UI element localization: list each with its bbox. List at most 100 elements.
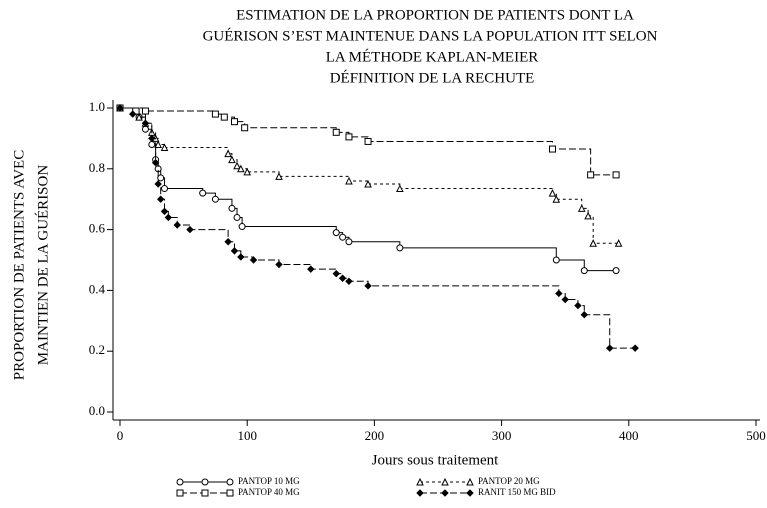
data-point	[233, 213, 241, 221]
data-point	[157, 174, 165, 182]
legend-label: RANIT 150 MG BID	[478, 487, 556, 497]
data-point	[338, 274, 347, 282]
x-tick-label: 400	[619, 428, 639, 443]
km-curve	[120, 107, 617, 272]
y-tick-label: 1.0	[89, 99, 105, 114]
data-point	[151, 159, 160, 167]
x-tick-label: 0	[117, 428, 124, 443]
data-point	[211, 195, 219, 203]
data-point	[332, 128, 340, 136]
y-axis-label: PROPORTION DE PATIENTS AVEC	[11, 150, 27, 380]
y-axis-label: MAINTIEN DE LA GUÉRISON	[34, 165, 51, 366]
data-point	[339, 233, 347, 241]
legend-marker	[416, 489, 424, 497]
data-point	[224, 238, 232, 246]
km-curve	[120, 107, 617, 176]
data-point	[161, 185, 169, 193]
data-point	[220, 113, 228, 121]
data-point	[230, 118, 238, 126]
data-point	[148, 140, 156, 148]
data-point	[160, 143, 169, 152]
chart-title: ESTIMATION DE LA PROPORTION DE PATIENTS …	[236, 7, 634, 23]
data-point	[238, 223, 246, 231]
data-point	[345, 133, 353, 141]
data-point	[555, 289, 563, 298]
y-tick-label: 0.8	[89, 160, 105, 175]
data-point	[237, 253, 245, 261]
data-point	[631, 344, 639, 352]
data-point	[275, 172, 283, 180]
legend-marker	[226, 489, 234, 497]
legend-marker	[201, 489, 209, 497]
legend-marker	[416, 477, 424, 486]
data-point	[237, 164, 245, 173]
data-point	[249, 256, 258, 264]
legend-marker	[201, 478, 209, 486]
data-point	[199, 189, 207, 197]
data-point	[396, 184, 404, 193]
data-point	[160, 207, 169, 216]
data-point	[135, 113, 143, 121]
data-point	[612, 171, 620, 179]
data-point	[141, 107, 149, 115]
data-point	[364, 282, 372, 290]
data-point	[364, 137, 372, 145]
data-point	[241, 124, 249, 132]
legend-label: PANTOP 10 MG	[238, 476, 300, 486]
data-point	[552, 195, 561, 203]
data-point	[154, 180, 162, 188]
data-point	[614, 239, 623, 247]
data-point	[396, 244, 404, 252]
data-point	[164, 213, 173, 222]
data-point	[211, 110, 219, 118]
data-point	[548, 189, 557, 197]
data-point	[345, 277, 353, 285]
chart-title: LA MÉTHODE KAPLAN-MEIER	[326, 48, 538, 65]
data-point	[345, 176, 353, 185]
legend-marker	[466, 489, 474, 497]
legend-marker	[441, 477, 449, 486]
data-point	[548, 145, 556, 153]
x-axis-label: Jours sous traitement	[372, 452, 499, 468]
legend-label: PANTOP 40 MG	[238, 487, 300, 497]
data-point	[606, 344, 614, 352]
data-point	[141, 125, 149, 133]
km-curve	[120, 107, 619, 244]
x-tick-label: 100	[237, 428, 257, 443]
data-point	[332, 269, 340, 278]
chart-title: DÉFINITION DE LA RECHUTE	[330, 69, 535, 86]
data-point	[186, 225, 194, 234]
data-point	[228, 204, 236, 212]
legend-marker	[176, 489, 184, 497]
legend-marker	[466, 477, 474, 486]
data-point	[154, 140, 162, 148]
data-point	[561, 295, 569, 304]
data-point	[141, 119, 150, 127]
y-tick-label: 0.0	[89, 403, 105, 418]
data-point	[577, 204, 586, 212]
legend-marker	[226, 478, 234, 486]
data-point	[574, 301, 582, 310]
legend-marker	[176, 478, 184, 486]
y-tick-label: 0.6	[89, 221, 106, 236]
data-point	[580, 311, 588, 319]
data-point	[228, 155, 236, 164]
y-tick-label: 0.4	[89, 281, 106, 296]
data-point	[552, 256, 560, 264]
legend-label: PANTOP 20 MG	[478, 476, 540, 486]
legend-marker	[441, 489, 449, 497]
x-tick-label: 500	[746, 428, 766, 443]
data-point	[230, 247, 239, 255]
data-point	[243, 167, 252, 176]
data-point	[584, 211, 592, 220]
x-tick-label: 300	[492, 428, 512, 443]
y-tick-label: 0.2	[89, 342, 105, 357]
data-point	[364, 179, 372, 188]
data-point	[589, 239, 597, 247]
km-curve	[120, 107, 636, 349]
data-point	[307, 265, 315, 273]
data-point	[233, 161, 241, 170]
chart-title: GUÉRISON S’EST MAINTENUE DANS LA POPULAT…	[203, 27, 658, 44]
x-tick-label: 200	[365, 428, 385, 443]
